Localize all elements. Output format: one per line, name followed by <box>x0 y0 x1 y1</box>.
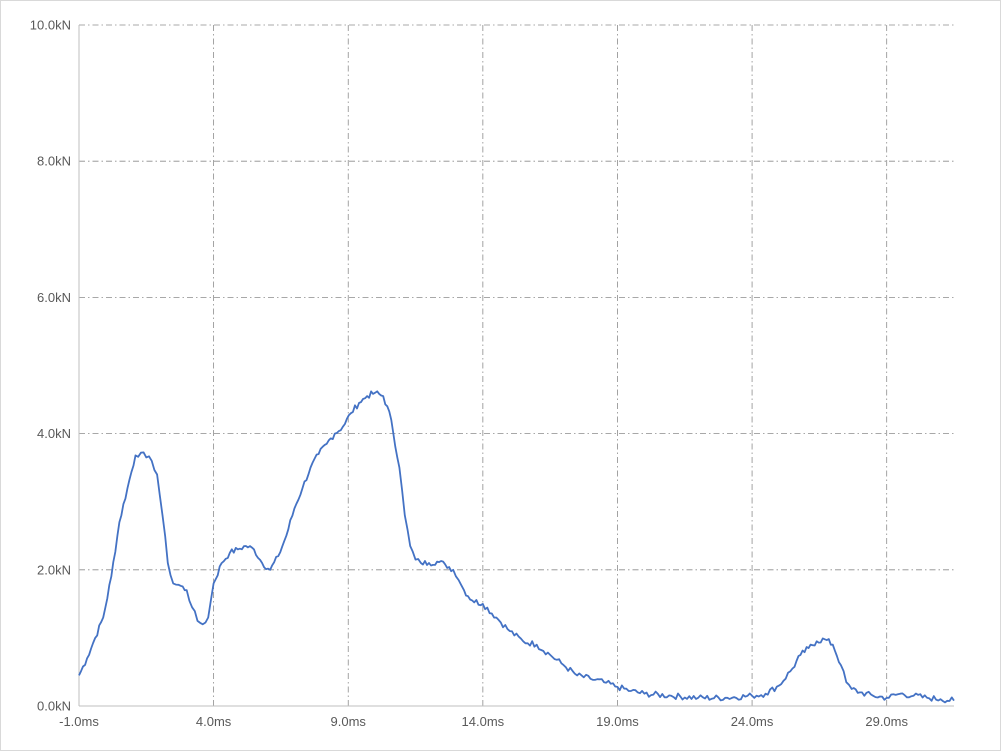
tick-label-layer: 0.0kN 2.0kN 4.0kN 6.0kN 8.0kN 10.0kN -1.0ms 4.0… <box>30 18 909 730</box>
y-tick-label: 10.0kN <box>30 18 71 33</box>
y-tick-label: 4.0kN <box>37 426 71 441</box>
x-tick-label: 24.0ms <box>731 714 774 729</box>
x-tick-label: 4.0ms <box>196 714 232 729</box>
grid-layer <box>79 24 954 706</box>
x-tick-label: 29.0ms <box>865 714 908 729</box>
x-tick-label: 9.0ms <box>331 714 367 729</box>
series-layer <box>78 390 955 704</box>
y-tick-label: 0.0kN <box>37 699 71 714</box>
series-line-0 <box>78 390 955 704</box>
y-tick-label: 2.0kN <box>37 562 71 577</box>
axis-layer <box>78 25 954 707</box>
y-tick-label: 6.0kN <box>37 290 71 305</box>
x-tick-label: 14.0ms <box>462 714 505 729</box>
y-tick-label: 8.0kN <box>37 154 71 169</box>
x-tick-label: 19.0ms <box>596 714 639 729</box>
x-tick-label: -1.0ms <box>59 714 99 729</box>
